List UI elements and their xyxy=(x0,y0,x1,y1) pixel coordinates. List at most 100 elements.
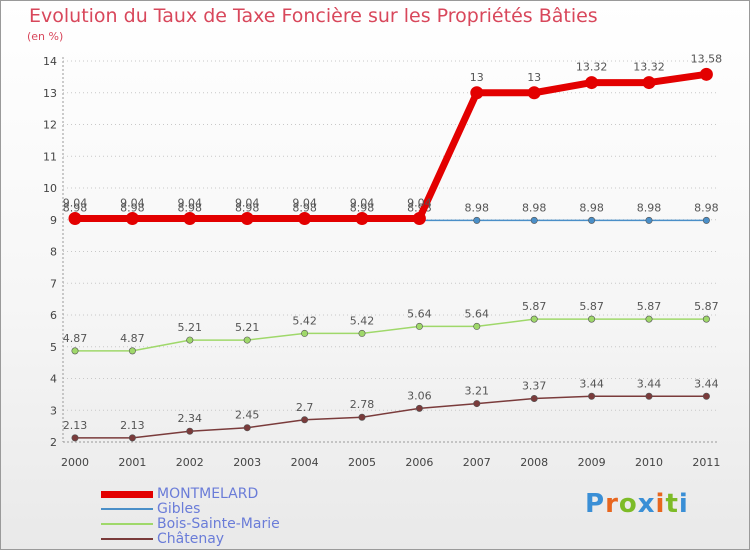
y-tick-label: 9 xyxy=(50,214,57,227)
data-point xyxy=(527,86,541,100)
y-tick-label: 12 xyxy=(43,119,57,132)
data-point xyxy=(186,336,194,344)
logo-letter: i xyxy=(678,489,689,519)
data-label: 8.98 xyxy=(350,201,375,214)
data-point xyxy=(702,392,710,400)
y-tick-label: 5 xyxy=(50,341,57,354)
data-point xyxy=(588,392,596,400)
data-label: 3.21 xyxy=(465,385,490,398)
data-label: 13 xyxy=(470,71,484,84)
data-point xyxy=(645,216,653,224)
logo-letter: i xyxy=(655,489,666,519)
y-tick-label: 2 xyxy=(50,436,57,449)
x-tick-label: 2008 xyxy=(520,456,548,469)
data-label: 8.98 xyxy=(637,201,662,214)
series-line-1 xyxy=(74,318,708,352)
legend-swatch xyxy=(101,508,153,510)
data-point xyxy=(588,216,596,224)
legend-swatch xyxy=(101,538,153,540)
data-label: 9.04 xyxy=(407,196,432,209)
data-label: 5.87 xyxy=(694,300,719,313)
data-label: 8.98 xyxy=(694,201,719,214)
data-label: 8.98 xyxy=(63,201,88,214)
data-label: 8.98 xyxy=(465,201,490,214)
data-point xyxy=(301,416,309,424)
data-point xyxy=(470,86,484,100)
data-label: 3.44 xyxy=(694,377,719,390)
legend-label: Bois-Sainte-Marie xyxy=(157,516,280,532)
data-label: 2.13 xyxy=(120,419,145,432)
data-label: 5.42 xyxy=(292,314,317,327)
x-tick-label: 2007 xyxy=(463,456,491,469)
data-point xyxy=(301,329,309,337)
data-point xyxy=(128,434,136,442)
y-tick-label: 4 xyxy=(50,373,57,386)
series-line-2 xyxy=(74,395,708,439)
data-label: 9.04 xyxy=(292,196,317,209)
data-label: 2.45 xyxy=(235,409,260,422)
data-label: 2.78 xyxy=(350,398,375,411)
y-tick-label: 14 xyxy=(43,55,57,68)
data-point xyxy=(702,216,710,224)
logo-letter: t xyxy=(665,489,679,519)
chart-title: Evolution du Taux de Taxe Foncière sur l… xyxy=(29,5,598,27)
data-label: 2.34 xyxy=(178,412,203,425)
data-point xyxy=(128,347,136,355)
x-tick-label: 2000 xyxy=(61,456,89,469)
data-label: 9.04 xyxy=(235,196,260,209)
data-label: 9.04 xyxy=(63,196,88,209)
series-line-3 xyxy=(71,70,710,222)
data-label: 5.21 xyxy=(235,321,260,334)
data-point xyxy=(699,67,713,81)
y-tick-label: 3 xyxy=(50,404,57,417)
legend-swatch xyxy=(101,523,153,525)
logo-letter: r xyxy=(605,489,619,519)
data-label: 8.98 xyxy=(522,201,547,214)
data-label: 5.21 xyxy=(178,321,203,334)
data-label: 9.04 xyxy=(178,196,203,209)
data-label: 3.44 xyxy=(579,377,604,390)
data-point xyxy=(415,404,423,412)
y-tick-label: 8 xyxy=(50,246,57,259)
x-tick-label: 2010 xyxy=(635,456,663,469)
data-label: 3.06 xyxy=(407,389,432,402)
data-point xyxy=(71,434,79,442)
x-tick-label: 2001 xyxy=(118,456,146,469)
y-axis-unit: (en %) xyxy=(27,30,64,43)
data-label: 8.98 xyxy=(292,201,317,214)
data-label: 8.98 xyxy=(235,201,260,214)
data-label: 5.87 xyxy=(579,300,604,313)
data-point xyxy=(530,315,538,323)
data-point xyxy=(415,322,423,330)
legend-label: MONTMELARD xyxy=(157,486,259,502)
proxiti-logo: Proxiti xyxy=(585,489,689,519)
data-point xyxy=(642,76,656,90)
data-point xyxy=(355,211,369,225)
data-point xyxy=(702,315,710,323)
data-label: 13.32 xyxy=(576,61,608,74)
logo-letter: x xyxy=(637,489,656,519)
data-label: 3.37 xyxy=(522,380,547,393)
data-point xyxy=(473,322,481,330)
data-point xyxy=(243,336,251,344)
data-point xyxy=(530,395,538,403)
legend-swatch xyxy=(101,490,153,498)
data-point xyxy=(71,347,79,355)
data-point xyxy=(358,329,366,337)
logo-letter: P xyxy=(585,489,606,519)
logo-letter: o xyxy=(618,489,638,519)
data-point xyxy=(645,392,653,400)
x-tick-label: 2011 xyxy=(692,456,720,469)
data-label: 2.13 xyxy=(63,419,88,432)
data-point xyxy=(358,413,366,421)
y-tick-label: 11 xyxy=(43,150,57,163)
y-tick-label: 7 xyxy=(50,277,57,290)
x-tick-label: 2003 xyxy=(233,456,261,469)
data-label: 13.32 xyxy=(633,61,665,74)
data-point xyxy=(588,315,596,323)
x-tick-label: 2002 xyxy=(176,456,204,469)
data-label: 8.98 xyxy=(178,201,203,214)
data-label: 9.04 xyxy=(120,196,145,209)
